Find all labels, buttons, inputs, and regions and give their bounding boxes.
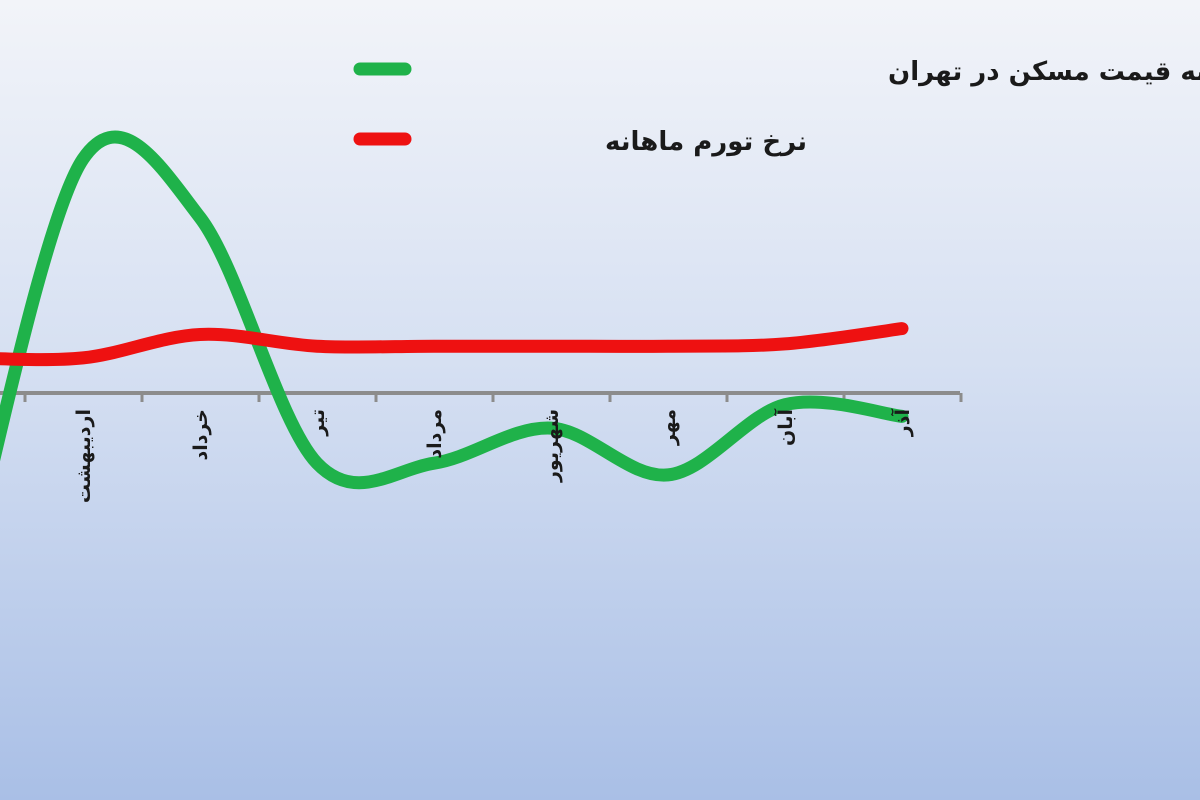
series-line-inflation [0, 322, 909, 367]
legend-label-housing-growth: نرخ رشد ماهانه قیمت مسکن در تهران [888, 57, 1200, 87]
x-tick-label: آذر [890, 409, 914, 438]
x-tick-label: مرداد [424, 409, 446, 459]
legend: نرخ رشد ماهانه قیمت مسکن در تهران نرخ تو… [353, 57, 1200, 157]
x-tick-label: آبان [773, 409, 797, 446]
x-tick-labels: اردیبهشت خرداد تیر مرداد شهریور مهر آبان آذر [73, 409, 914, 504]
series-line-housing-growth [0, 130, 909, 490]
x-tick-label: مهر [658, 409, 680, 446]
x-tick-label: تیر [307, 409, 329, 437]
x-tick-label: شهریور [541, 409, 563, 483]
x-tick-label: خرداد [190, 409, 212, 461]
x-tick-label: اردیبهشت [73, 409, 95, 503]
legend-label-inflation: نرخ تورم ماهانه [605, 127, 807, 157]
series-layer [0, 130, 909, 490]
x-axis [0, 391, 963, 402]
